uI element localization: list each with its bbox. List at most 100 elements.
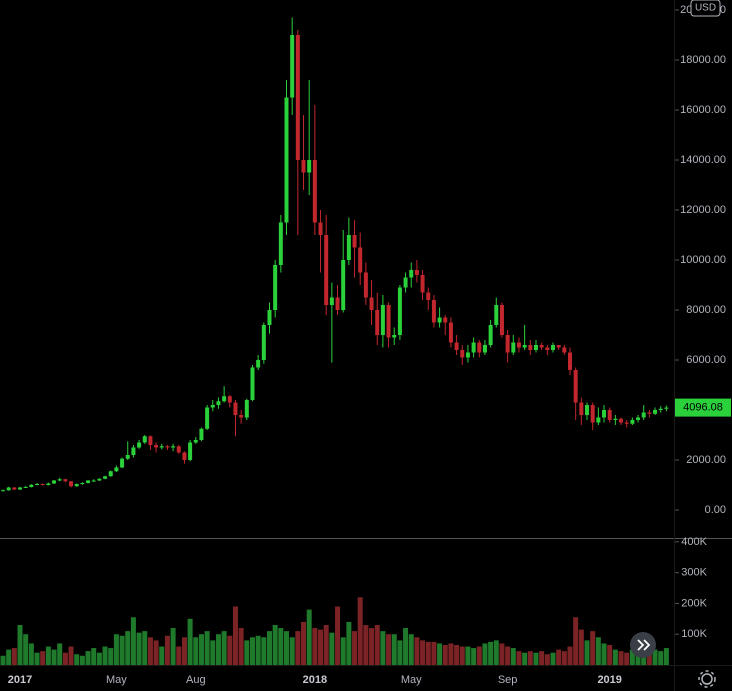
candle-body xyxy=(409,270,414,278)
volume-bar xyxy=(573,617,579,665)
candle-body xyxy=(494,305,499,325)
volume-bar xyxy=(34,652,40,665)
volume-bar xyxy=(136,632,142,665)
volume-bar xyxy=(329,632,335,665)
candle-body xyxy=(239,415,244,418)
volume-bar xyxy=(454,644,460,665)
volume-bar xyxy=(663,648,669,665)
volume-bar xyxy=(380,631,386,665)
volume-bar xyxy=(232,606,238,665)
candle-body xyxy=(341,260,346,310)
candle-body xyxy=(103,476,108,479)
plot xyxy=(0,17,669,665)
volume-bar xyxy=(561,651,567,665)
volume-bar xyxy=(363,624,369,665)
settings-icon[interactable] xyxy=(698,670,716,688)
volume-bar xyxy=(578,629,584,665)
volume-bar xyxy=(533,652,539,665)
volume-tick-label: 400K xyxy=(681,536,707,548)
candle-body xyxy=(579,402,584,415)
volume-bar xyxy=(244,640,250,665)
candle-body xyxy=(573,370,578,403)
volume-bar xyxy=(91,648,97,665)
volume-bar xyxy=(102,646,108,665)
candle-body xyxy=(278,222,283,265)
candle-body xyxy=(63,479,68,482)
volume-bar xyxy=(652,649,658,665)
y-tick-label: 16000.00 xyxy=(680,104,726,116)
volume-bar xyxy=(459,646,465,665)
volume-bar xyxy=(465,646,471,665)
candle-body xyxy=(295,35,300,160)
candle-body xyxy=(199,428,204,440)
candle-body xyxy=(131,447,136,455)
scroll-button[interactable] xyxy=(630,632,656,658)
candle-body xyxy=(261,325,266,360)
candle-body xyxy=(397,287,402,335)
volume-bar xyxy=(335,606,341,665)
volume-bar xyxy=(505,646,511,665)
volume-bar xyxy=(658,651,664,665)
volume-bar xyxy=(550,652,556,665)
candle-body xyxy=(585,405,590,415)
candle-body xyxy=(528,345,533,350)
volume-bar xyxy=(11,648,17,665)
volume-bar xyxy=(284,631,289,665)
candle-body xyxy=(437,317,442,323)
volume-bar xyxy=(629,649,635,665)
y-tick-label: 6000.00 xyxy=(686,354,726,366)
candle-body xyxy=(647,412,652,414)
volume-bar xyxy=(147,637,153,665)
volume-bar xyxy=(238,628,244,665)
last-price-label: 4096.08 xyxy=(683,402,723,414)
candle-body xyxy=(658,408,663,410)
candle-body xyxy=(426,292,431,300)
volume-bar xyxy=(130,617,136,665)
candle-body xyxy=(216,401,221,405)
volume-bar xyxy=(227,635,233,665)
candle-body xyxy=(40,484,45,485)
candle-body xyxy=(6,487,11,491)
candle-body xyxy=(482,345,487,353)
candle-body xyxy=(386,305,391,338)
candle-body xyxy=(550,345,555,350)
x-tick-label: 2017 xyxy=(8,674,32,686)
candle-body xyxy=(165,446,170,448)
volume-bar xyxy=(198,634,204,665)
candle-body xyxy=(312,160,317,223)
volume-bar xyxy=(567,646,573,665)
volume-bar xyxy=(420,640,426,665)
volume-bar xyxy=(57,643,63,665)
candle-body xyxy=(29,484,34,487)
candle-body xyxy=(148,436,153,445)
volume-bar xyxy=(261,637,267,665)
candle-body xyxy=(188,442,193,460)
candle-body xyxy=(171,446,176,448)
volume-bar xyxy=(301,621,307,665)
candle-body xyxy=(205,407,210,429)
candle-body xyxy=(69,481,74,487)
x-tick-label: 2019 xyxy=(597,674,621,686)
candle-body xyxy=(307,160,312,173)
candle-body xyxy=(420,275,425,293)
volume-bar xyxy=(448,643,454,665)
volume-bar xyxy=(369,628,375,665)
volume-bar xyxy=(374,624,380,665)
volume-bar xyxy=(68,646,74,665)
y-tick-label: 18000.00 xyxy=(680,54,726,66)
candle-body xyxy=(80,483,85,484)
volume-bar xyxy=(386,634,392,665)
candle-body xyxy=(273,265,278,310)
volume-bar xyxy=(431,641,437,665)
volume-bar xyxy=(522,652,528,665)
candle-body xyxy=(533,345,538,350)
candle-body xyxy=(97,478,102,481)
volume-bar xyxy=(278,628,284,665)
volume-bar xyxy=(556,649,562,665)
volume-bar xyxy=(187,618,193,665)
volume-bar xyxy=(403,628,409,665)
candle-body xyxy=(590,405,595,423)
x-tick-label: Aug xyxy=(186,674,206,686)
candle-body xyxy=(108,471,113,477)
volume-bar xyxy=(607,644,613,665)
